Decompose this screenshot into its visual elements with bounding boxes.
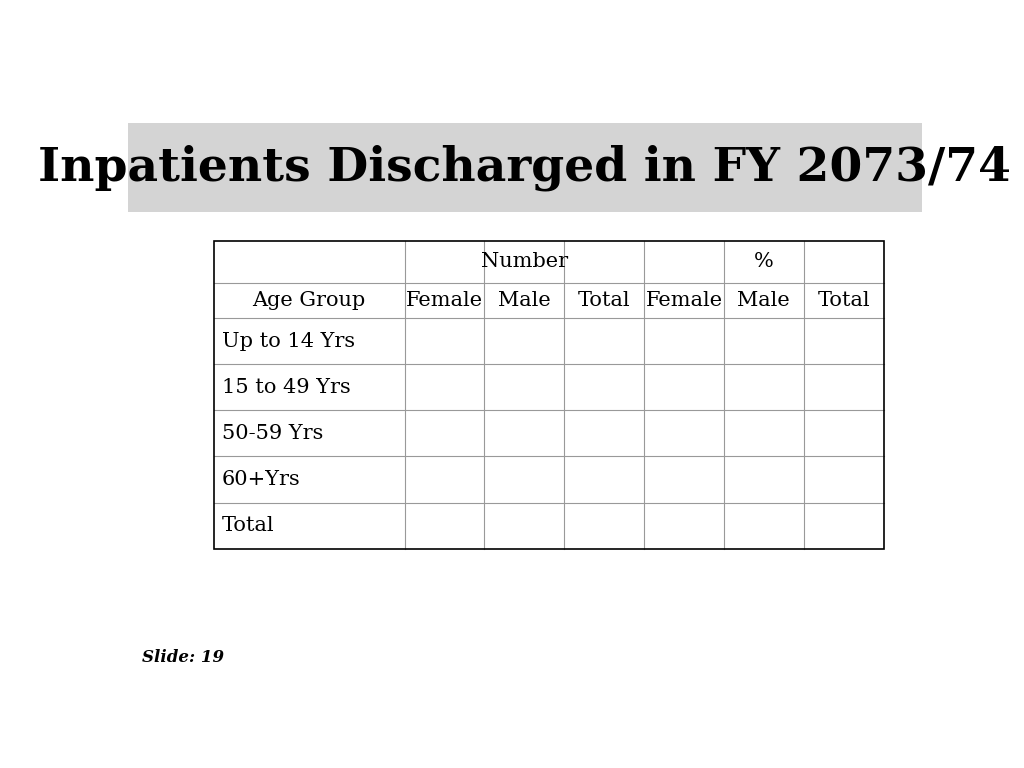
Text: Inpatients Discharged in FY 2073/74: Inpatients Discharged in FY 2073/74 [38,144,1012,190]
Text: 60+Yrs: 60+Yrs [221,470,300,489]
Text: Age Group: Age Group [253,291,366,310]
Text: Male: Male [737,291,791,310]
Bar [214,241,884,548]
Text: Total: Total [817,291,870,310]
Text: Total: Total [578,291,631,310]
Text: 15 to 49 Yrs: 15 to 49 Yrs [221,378,350,397]
Text: Slide: 19: Slide: 19 [142,649,224,666]
Text: Male: Male [498,291,551,310]
Text: Female: Female [406,291,483,310]
Text: Female: Female [645,291,723,310]
FancyBboxPatch shape [128,123,922,212]
Bar [214,241,884,548]
Text: Up to 14 Yrs: Up to 14 Yrs [221,332,354,351]
Text: 50-59 Yrs: 50-59 Yrs [221,424,323,443]
Text: Number: Number [480,253,568,271]
Text: %: % [754,253,774,271]
Text: Total: Total [221,516,274,535]
